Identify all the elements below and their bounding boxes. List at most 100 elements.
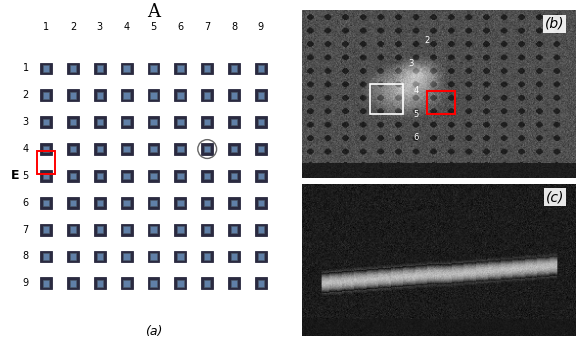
Bar — [201, 62, 213, 74]
Text: 4: 4 — [124, 22, 130, 32]
Bar — [204, 119, 210, 126]
Bar — [67, 143, 79, 155]
Bar — [228, 170, 240, 182]
Bar — [121, 197, 132, 209]
Text: 2: 2 — [425, 36, 430, 45]
Text: 7: 7 — [23, 225, 28, 235]
Bar — [94, 224, 106, 236]
Bar — [94, 143, 106, 155]
Text: 7: 7 — [204, 22, 210, 32]
Bar — [96, 65, 103, 72]
Bar — [177, 92, 184, 98]
Bar — [255, 224, 267, 236]
Bar — [123, 226, 130, 233]
Bar — [43, 92, 49, 98]
Bar — [67, 116, 79, 128]
Bar — [43, 146, 49, 152]
Bar — [40, 224, 52, 236]
Bar — [204, 226, 210, 233]
Bar — [94, 116, 106, 128]
Bar — [231, 173, 237, 179]
Bar — [148, 170, 159, 182]
Text: 5: 5 — [150, 22, 157, 32]
Text: 4: 4 — [23, 144, 28, 154]
Bar — [231, 65, 237, 72]
Bar — [40, 62, 52, 74]
Bar — [123, 146, 130, 152]
Bar — [94, 170, 106, 182]
Bar — [204, 92, 210, 98]
Bar — [231, 92, 237, 98]
Bar — [174, 250, 187, 262]
Text: A: A — [147, 3, 160, 22]
Bar — [231, 200, 237, 206]
Bar — [148, 277, 159, 289]
Bar — [255, 62, 267, 74]
Bar — [123, 173, 130, 179]
Text: (b): (b) — [545, 17, 564, 31]
Bar — [174, 143, 187, 155]
Bar — [255, 116, 267, 128]
Bar — [174, 224, 187, 236]
Text: 2: 2 — [23, 90, 28, 100]
Bar — [70, 200, 76, 206]
Bar — [177, 65, 184, 72]
Bar — [96, 119, 103, 126]
Bar — [67, 250, 79, 262]
Bar — [258, 92, 264, 98]
Bar — [94, 250, 106, 262]
Bar — [121, 170, 132, 182]
Bar — [255, 197, 267, 209]
Bar — [148, 62, 159, 74]
Bar — [177, 119, 184, 126]
Bar — [70, 119, 76, 126]
Bar — [123, 200, 130, 206]
Bar — [67, 197, 79, 209]
Bar — [174, 90, 187, 101]
Bar — [123, 92, 130, 98]
Bar — [201, 116, 213, 128]
Bar — [150, 280, 157, 286]
Bar — [228, 197, 240, 209]
Bar — [177, 226, 184, 233]
Bar — [231, 119, 237, 126]
Bar — [148, 250, 159, 262]
Bar — [121, 250, 132, 262]
Bar — [96, 280, 103, 286]
Bar — [67, 62, 79, 74]
Bar — [201, 277, 213, 289]
Bar — [174, 116, 187, 128]
Bar — [258, 200, 264, 206]
Bar — [94, 277, 106, 289]
Bar — [70, 146, 76, 152]
Text: 3: 3 — [23, 117, 28, 127]
Bar — [96, 226, 103, 233]
Bar — [174, 197, 187, 209]
Bar — [150, 119, 157, 126]
Bar — [258, 173, 264, 179]
Bar — [123, 119, 130, 126]
Bar — [204, 280, 210, 286]
Bar — [177, 173, 184, 179]
Text: 8: 8 — [231, 22, 237, 32]
Bar — [255, 90, 267, 101]
Bar — [150, 253, 157, 260]
Bar — [150, 65, 157, 72]
Bar — [255, 277, 267, 289]
Bar — [258, 119, 264, 126]
Text: (c): (c) — [546, 190, 564, 204]
Bar — [204, 65, 210, 72]
Bar — [94, 197, 106, 209]
Bar — [70, 253, 76, 260]
Bar — [96, 253, 103, 260]
Bar — [40, 170, 52, 182]
Bar — [67, 90, 79, 101]
Bar — [228, 277, 240, 289]
Bar — [43, 253, 49, 260]
Bar — [201, 197, 213, 209]
Text: 2: 2 — [70, 22, 76, 32]
Bar — [201, 143, 213, 155]
Bar — [96, 92, 103, 98]
Text: 5: 5 — [23, 171, 28, 181]
Text: 1: 1 — [43, 22, 49, 32]
